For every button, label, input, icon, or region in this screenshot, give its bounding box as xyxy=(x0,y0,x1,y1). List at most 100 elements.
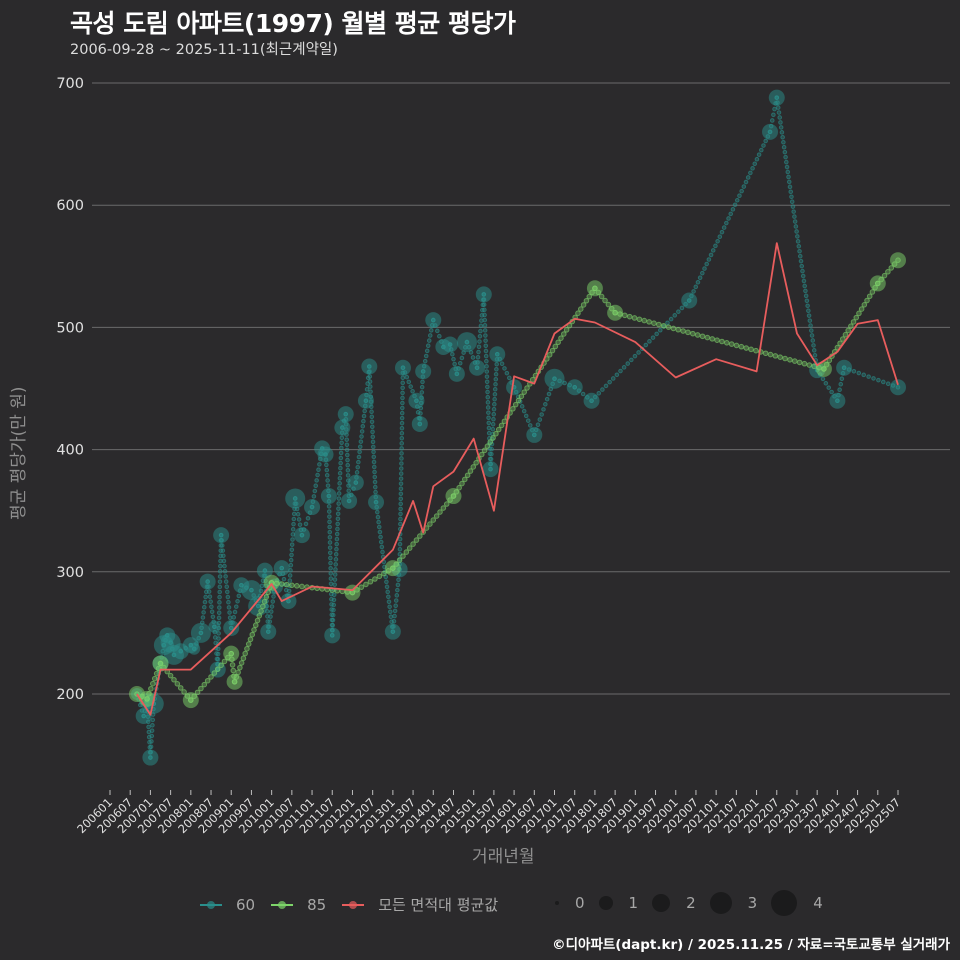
legend-item-85[interactable]: 85 xyxy=(271,896,326,914)
data-point-60[interactable] xyxy=(681,292,698,309)
data-point-85[interactable] xyxy=(152,655,169,672)
connector-dot xyxy=(208,674,214,680)
data-point-85[interactable] xyxy=(815,360,832,377)
data-point-85[interactable] xyxy=(344,584,361,601)
connector-dot xyxy=(730,207,736,212)
connector-dot xyxy=(378,539,384,545)
data-point-60[interactable] xyxy=(415,363,432,380)
data-point-60[interactable] xyxy=(829,392,846,409)
data-point-60[interactable] xyxy=(293,527,310,544)
connector-dot xyxy=(151,675,158,682)
connector-dot xyxy=(370,439,376,445)
data-point-60[interactable] xyxy=(411,415,428,432)
connector-dot xyxy=(605,301,612,308)
connector-dot xyxy=(763,138,768,144)
data-point-60[interactable] xyxy=(241,580,262,601)
data-point-60[interactable] xyxy=(142,749,159,766)
data-point-60[interactable] xyxy=(762,123,779,140)
data-point-60[interactable] xyxy=(526,426,543,443)
data-point-60[interactable] xyxy=(425,312,442,329)
connector-dot xyxy=(261,598,268,605)
connector-dot xyxy=(217,589,223,595)
data-point-60[interactable] xyxy=(408,392,425,409)
connector-dot xyxy=(489,446,495,452)
connector-dot xyxy=(269,604,275,609)
data-point-85[interactable] xyxy=(384,560,401,577)
data-point-85[interactable] xyxy=(445,488,462,505)
connector-dot xyxy=(721,225,727,230)
data-point-60[interactable] xyxy=(334,419,351,436)
connector-dot xyxy=(498,422,505,429)
data-point-60[interactable] xyxy=(285,488,306,509)
connector-dot xyxy=(330,622,336,628)
connector-dot xyxy=(150,680,156,687)
data-point-85[interactable] xyxy=(226,673,243,690)
data-point-60[interactable] xyxy=(208,620,221,633)
data-point-60[interactable] xyxy=(256,562,273,579)
data-point-60[interactable] xyxy=(304,499,321,516)
connector-dot xyxy=(823,380,829,386)
data-point-60[interactable] xyxy=(482,461,499,478)
data-point-85[interactable] xyxy=(607,304,624,321)
data-point-60[interactable] xyxy=(475,286,492,303)
data-point-60[interactable] xyxy=(199,573,216,590)
legend-item-average[interactable]: 모든 면적대 평균값 xyxy=(342,894,498,915)
connector-dot xyxy=(149,728,155,733)
data-point-85[interactable] xyxy=(182,692,199,709)
data-point-60[interactable] xyxy=(544,368,565,389)
data-point-60[interactable] xyxy=(469,359,486,376)
data-point-60[interactable] xyxy=(213,527,230,544)
series-legend: 60 85 모든 면적대 평균값 xyxy=(200,894,514,915)
data-point-85[interactable] xyxy=(890,252,906,269)
connector-dot xyxy=(360,424,366,429)
size-label: 2 xyxy=(686,894,696,912)
data-point-60[interactable] xyxy=(384,623,401,640)
data-point-60[interactable] xyxy=(260,623,277,640)
data-point-60[interactable] xyxy=(357,392,374,409)
connector-dot xyxy=(251,627,257,633)
data-point-60[interactable] xyxy=(456,332,477,353)
data-point-60[interactable] xyxy=(394,359,411,376)
connector-dot xyxy=(338,460,343,466)
data-point-60[interactable] xyxy=(368,494,385,511)
data-point-60[interactable] xyxy=(209,661,226,678)
data-point-60[interactable] xyxy=(188,642,201,655)
data-point-60[interactable] xyxy=(280,593,297,610)
data-point-60[interactable] xyxy=(341,492,358,509)
data-point-60[interactable] xyxy=(337,406,354,423)
data-point-60[interactable] xyxy=(566,379,583,396)
data-point-60[interactable] xyxy=(442,336,459,353)
data-point-60[interactable] xyxy=(347,474,364,491)
data-point-85[interactable] xyxy=(263,574,280,591)
connector-dot xyxy=(369,424,375,430)
connector-dot xyxy=(150,722,155,728)
legend-item-60[interactable]: 60 xyxy=(200,896,255,914)
data-point-60[interactable] xyxy=(190,622,211,643)
data-point-60[interactable] xyxy=(890,379,906,396)
connector-dot xyxy=(375,514,381,520)
data-point-60[interactable] xyxy=(223,620,240,637)
data-point-60[interactable] xyxy=(583,392,600,409)
data-point-60[interactable] xyxy=(273,560,290,577)
data-point-60[interactable] xyxy=(324,627,341,644)
connector-dot xyxy=(772,106,777,112)
connector-dot xyxy=(408,384,413,389)
data-point-60[interactable] xyxy=(506,379,523,396)
data-point-60[interactable] xyxy=(320,488,337,505)
y-axis-ticks: 200 300 400 500 600 700 xyxy=(56,76,84,703)
connector-dot xyxy=(263,594,270,600)
data-point-60[interactable] xyxy=(768,89,785,106)
connector-dot xyxy=(719,338,725,345)
connector-dot xyxy=(149,733,155,739)
connector-dot xyxy=(167,672,174,679)
data-point-85[interactable] xyxy=(869,275,886,292)
data-point-60[interactable] xyxy=(361,358,378,375)
size-legend-item-4: 4 xyxy=(771,890,823,916)
data-point-85[interactable] xyxy=(223,645,240,662)
data-point-60[interactable] xyxy=(317,446,334,463)
data-point-60[interactable] xyxy=(836,359,853,376)
data-point-60[interactable] xyxy=(448,365,465,382)
data-point-60[interactable] xyxy=(489,346,506,363)
data-point-85[interactable] xyxy=(586,280,603,297)
connector-dot xyxy=(713,243,718,249)
